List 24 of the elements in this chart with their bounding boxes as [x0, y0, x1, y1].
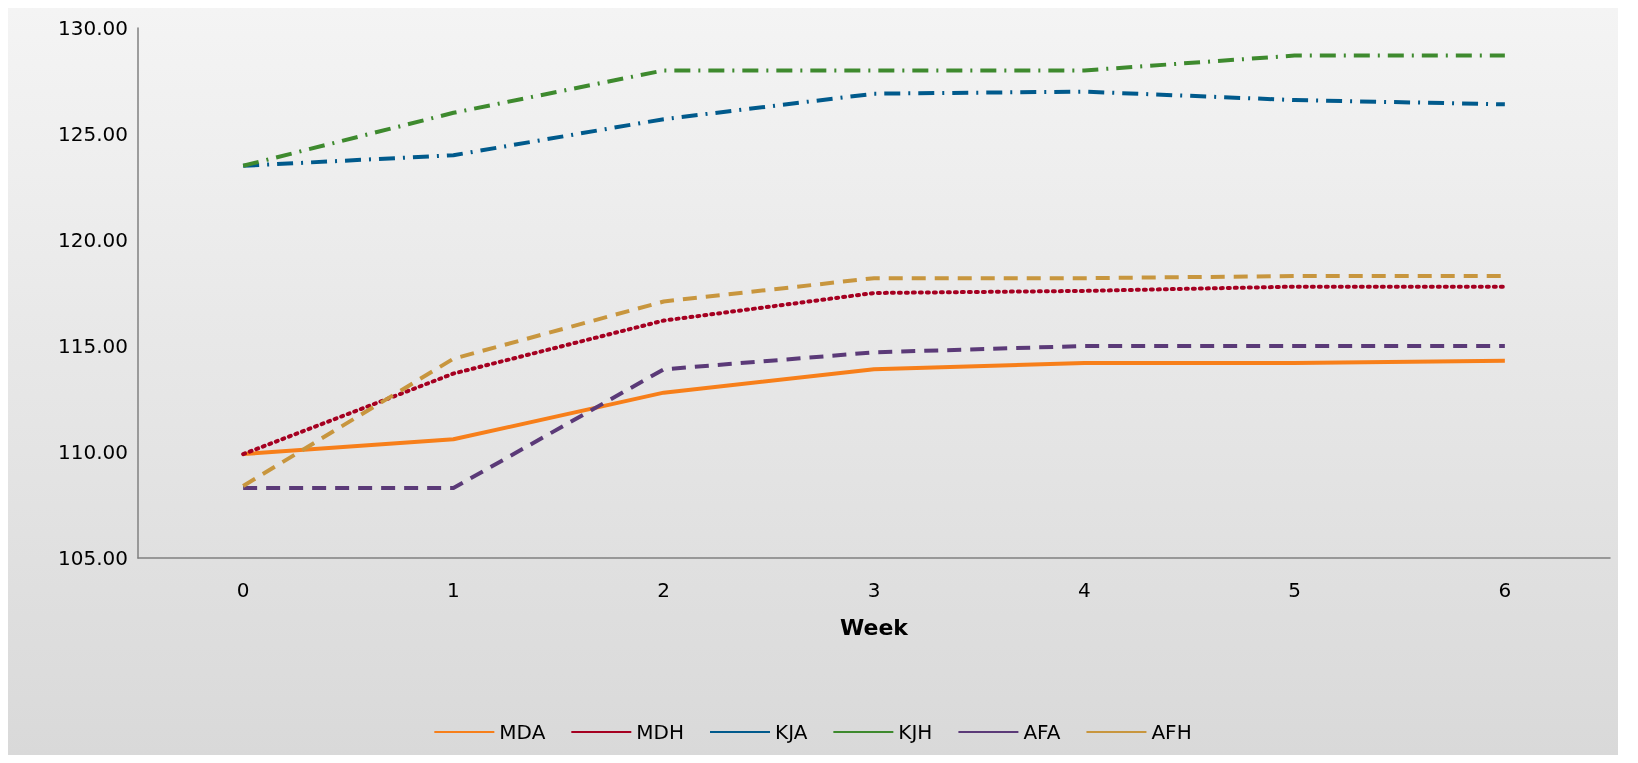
line-series — [241, 53, 1507, 168]
y-tick-label: 105.00 — [58, 546, 128, 570]
x-axis-title: Week — [840, 614, 910, 640]
line-series — [241, 284, 1507, 457]
y-tick-label: 125.00 — [58, 122, 128, 146]
x-tick-label: 0 — [236, 578, 250, 602]
x-tick-label: 6 — [1498, 578, 1512, 602]
x-tick-label: 1 — [447, 578, 460, 602]
legend-label: AFH — [1151, 720, 1192, 744]
legend-label: MDH — [636, 720, 685, 744]
legend-label: AFA — [1023, 720, 1061, 744]
y-tick-label: 115.00 — [58, 334, 128, 358]
y-tick-label: 110.00 — [58, 440, 128, 464]
legend-label: KJH — [898, 720, 933, 744]
x-tick-label: 3 — [867, 578, 881, 602]
line-series — [241, 344, 1507, 491]
y-tick-label: 120.00 — [58, 228, 128, 252]
line-series — [241, 89, 1507, 168]
y-tick-label: 130.00 — [58, 16, 128, 40]
legend-label: KJA — [775, 720, 808, 744]
x-tick-label: 2 — [657, 578, 671, 602]
x-tick-label: 5 — [1288, 578, 1301, 602]
legend-label: MDA — [499, 720, 546, 744]
x-tick-label: 4 — [1077, 578, 1091, 602]
